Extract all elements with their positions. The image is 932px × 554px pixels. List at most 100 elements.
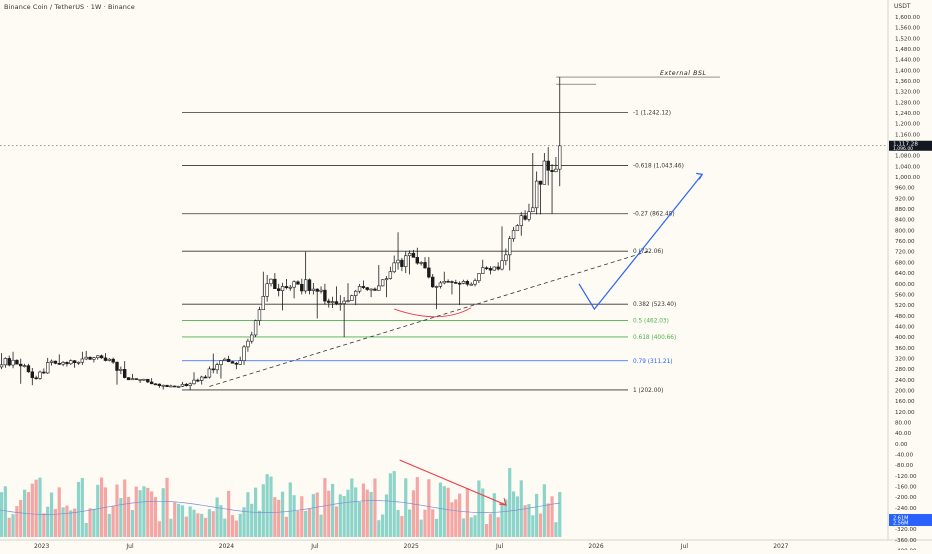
price-tick-label: 800.00 <box>895 228 915 234</box>
candle-body <box>92 357 96 360</box>
price-tick-label: 720.00 <box>895 250 915 256</box>
volume-bar <box>388 473 392 537</box>
candle-body <box>546 160 550 171</box>
candle-body <box>327 300 331 303</box>
fibonacci-levels: -1 (1,242.12) -0.618 (1,043.46) -0.27 (862… <box>182 110 684 394</box>
candle-body <box>527 211 531 220</box>
candle-body <box>392 262 396 273</box>
candle-body <box>434 286 439 288</box>
candle-body <box>123 369 127 378</box>
candle-body <box>157 383 162 386</box>
volume-bar <box>61 507 65 537</box>
volume-bar <box>242 507 246 537</box>
candle-body <box>49 360 54 363</box>
candle-body <box>280 286 285 291</box>
price-tick-label: 200.00 <box>895 388 915 394</box>
candle-body <box>126 377 131 381</box>
volume-bar <box>473 515 477 537</box>
volume-bar <box>34 479 38 537</box>
candle-body <box>446 281 450 283</box>
volume-bar <box>223 518 227 537</box>
time-tick-label: 2025 <box>404 543 419 550</box>
volume-bar <box>523 505 527 537</box>
candle-body <box>357 286 362 292</box>
volume-bar <box>408 509 412 537</box>
volume-bar <box>257 510 262 537</box>
price-tick-label: -80.00 <box>895 463 913 469</box>
candle-body <box>134 378 138 380</box>
current-price-label: 1,117.28 <box>893 141 918 147</box>
candle-body <box>330 301 335 303</box>
price-tick-label: 1,560.00 <box>895 26 920 32</box>
time-tick-label: Jul <box>495 543 504 550</box>
volume-bar <box>192 509 196 537</box>
candle-body <box>442 281 446 284</box>
volume-bar <box>381 514 385 537</box>
candle-body <box>534 180 539 209</box>
volume-bar <box>165 477 169 537</box>
volume-bar <box>180 505 185 537</box>
candle-body <box>454 282 458 284</box>
volume-bar <box>392 471 396 537</box>
volume-bar <box>296 510 300 537</box>
volume-bar <box>458 493 462 537</box>
volume-bar <box>203 517 208 537</box>
candle-body <box>119 369 123 371</box>
volume-bar <box>434 518 439 537</box>
price-tick-label: 480.00 <box>895 314 915 320</box>
volume-bar <box>130 510 134 537</box>
candle-body <box>515 225 520 231</box>
volume-bar <box>284 516 288 537</box>
candle-body <box>361 286 366 288</box>
volume-bar <box>57 487 61 537</box>
price-tick-label: 440.00 <box>895 324 915 330</box>
candle-body <box>457 282 462 285</box>
volume-bar <box>188 506 192 537</box>
volume-bar <box>273 497 277 537</box>
candle-body <box>323 289 327 302</box>
current-price-sublabel: 1,096.00 <box>893 146 913 152</box>
candle-body <box>111 358 115 363</box>
candle-body <box>404 255 408 267</box>
volume-bar <box>111 506 115 537</box>
volume-bar <box>307 508 312 537</box>
price-tick-label: 1,600.00 <box>895 15 920 21</box>
price-tick-label: 560.00 <box>895 292 915 298</box>
price-tick-label: 160.00 <box>895 399 915 405</box>
price-tick-label: 1,360.00 <box>895 79 920 85</box>
volume-bar <box>485 524 489 537</box>
fib-level-label: 0.618 (400.66) <box>633 335 676 341</box>
candle-body <box>511 230 516 239</box>
volume-bar <box>26 492 31 537</box>
candle-body <box>419 262 423 264</box>
candle-body <box>65 362 69 365</box>
volume-tag <box>889 514 932 526</box>
volume-bar <box>126 496 131 537</box>
volume-bar <box>69 510 73 537</box>
candle-body <box>334 301 339 305</box>
time-tick-label: Jul <box>680 543 689 550</box>
candle-body <box>242 346 246 361</box>
volume-bar <box>3 486 7 537</box>
candle-body <box>350 295 354 301</box>
volume-bar <box>173 502 177 537</box>
candle-body <box>196 379 200 382</box>
volume-bar <box>215 497 219 537</box>
volume-bar <box>338 494 342 537</box>
candle-body <box>161 384 165 387</box>
candle-body <box>450 281 454 283</box>
candle-body <box>492 266 496 271</box>
volume-bar <box>277 499 281 537</box>
candle-body <box>173 385 177 388</box>
fib-level-label: 0.5 (462.03) <box>633 319 669 325</box>
candle-body <box>265 283 269 297</box>
candle-body <box>176 386 181 388</box>
volume-bar <box>346 489 350 537</box>
price-tick-label: 1,000.00 <box>895 175 920 181</box>
price-tick-label: 760.00 <box>895 239 915 245</box>
volume-bar <box>373 478 377 537</box>
volume-bar <box>207 509 211 537</box>
